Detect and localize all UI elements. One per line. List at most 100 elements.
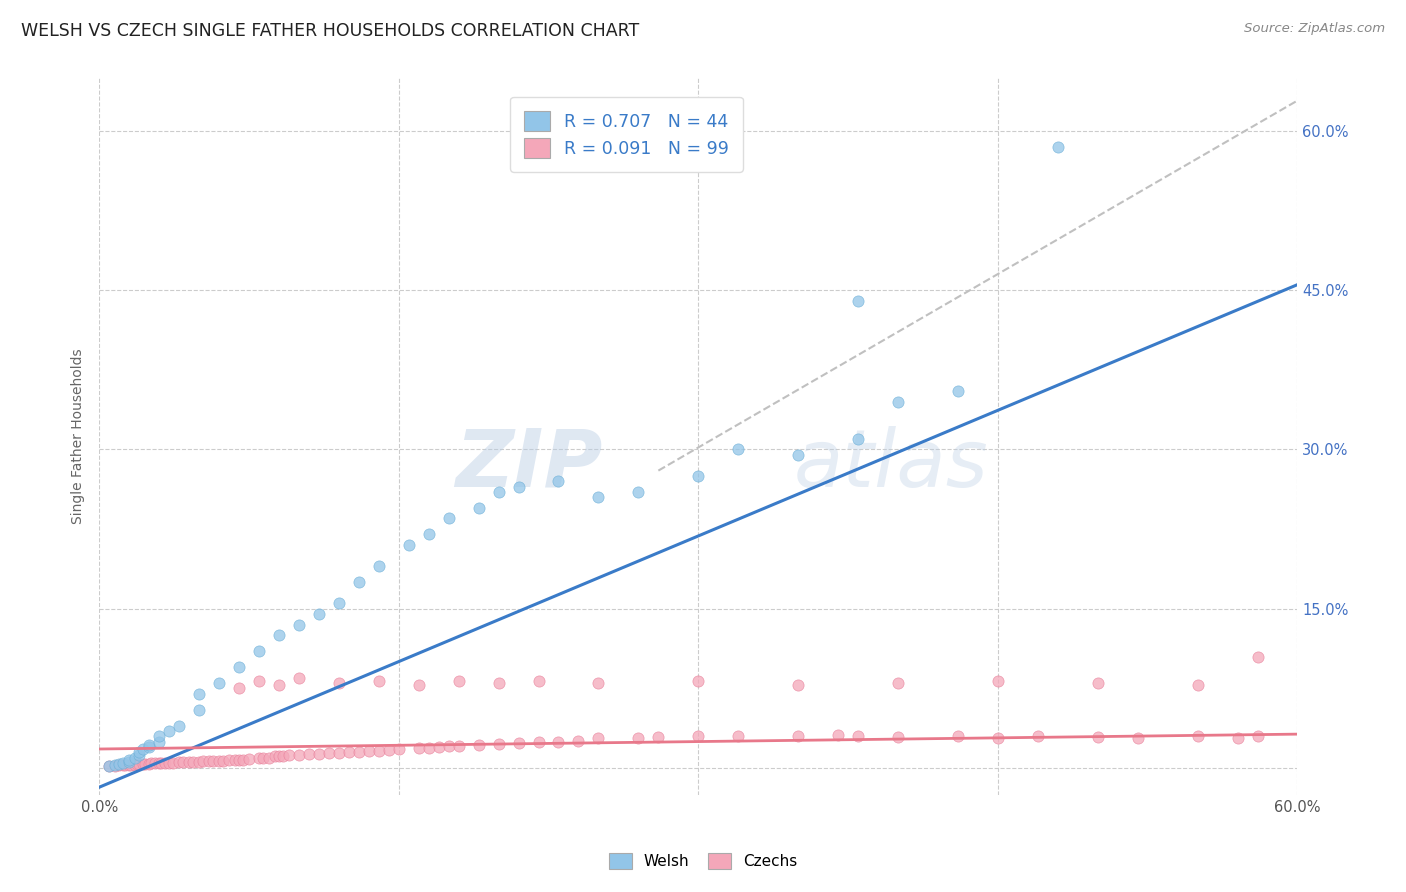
Point	[172, 755, 194, 769]
Point	[257, 750, 280, 764]
Point	[118, 755, 141, 769]
Point	[267, 628, 290, 642]
Point	[367, 559, 389, 574]
Point	[138, 756, 160, 771]
Point	[588, 731, 610, 746]
Point	[181, 755, 204, 769]
Point	[98, 759, 121, 773]
Point	[627, 484, 650, 499]
Point	[488, 737, 510, 751]
Point	[228, 681, 250, 696]
Point	[787, 678, 810, 692]
Point	[508, 479, 530, 493]
Point	[567, 733, 589, 747]
Point	[138, 738, 160, 752]
Point	[987, 731, 1010, 746]
Point	[247, 673, 270, 688]
Point	[132, 742, 155, 756]
Point	[488, 484, 510, 499]
Point	[367, 673, 389, 688]
Point	[162, 756, 184, 770]
Point	[887, 676, 910, 690]
Point	[150, 756, 173, 770]
Point	[124, 750, 146, 764]
Point	[447, 673, 470, 688]
Point	[827, 728, 849, 742]
Point	[357, 744, 380, 758]
Point	[1126, 731, 1149, 746]
Point	[288, 617, 311, 632]
Point	[218, 753, 240, 767]
Point	[132, 756, 155, 771]
Text: atlas: atlas	[794, 425, 988, 504]
Point	[688, 729, 710, 743]
Point	[148, 756, 170, 770]
Point	[328, 596, 350, 610]
Point	[139, 756, 162, 770]
Point	[228, 753, 250, 767]
Point	[288, 671, 311, 685]
Point	[527, 734, 550, 748]
Point	[104, 759, 127, 773]
Point	[1026, 729, 1049, 743]
Point	[188, 755, 211, 769]
Point	[887, 394, 910, 409]
Point	[887, 731, 910, 745]
Point	[198, 754, 221, 768]
Point	[98, 759, 121, 773]
Point	[238, 751, 260, 765]
Point	[388, 742, 411, 756]
Point	[467, 738, 489, 752]
Point	[167, 755, 190, 769]
Point	[288, 748, 311, 763]
Point	[328, 676, 350, 690]
Point	[208, 676, 231, 690]
Point	[167, 718, 190, 732]
Point	[688, 469, 710, 483]
Point	[347, 745, 370, 759]
Point	[347, 575, 370, 590]
Point	[787, 448, 810, 462]
Point	[688, 673, 710, 688]
Point	[138, 739, 160, 754]
Point	[547, 734, 569, 748]
Point	[647, 731, 669, 745]
Point	[1226, 731, 1249, 746]
Point	[946, 729, 969, 743]
Point	[108, 758, 131, 772]
Point	[727, 729, 749, 743]
Point	[177, 755, 200, 769]
Point	[408, 678, 430, 692]
Point	[124, 758, 146, 772]
Point	[1046, 139, 1069, 153]
Point	[987, 673, 1010, 688]
Point	[846, 432, 869, 446]
Point	[128, 748, 150, 763]
Point	[118, 753, 141, 767]
Point	[112, 756, 135, 770]
Text: WELSH VS CZECH SINGLE FATHER HOUSEHOLDS CORRELATION CHART: WELSH VS CZECH SINGLE FATHER HOUSEHOLDS …	[21, 22, 640, 40]
Point	[547, 474, 569, 488]
Point	[588, 490, 610, 504]
Point	[627, 731, 650, 746]
Point	[298, 747, 321, 762]
Point	[846, 293, 869, 308]
Point	[128, 756, 150, 771]
Point	[157, 756, 180, 770]
Point	[208, 754, 231, 768]
Point	[108, 756, 131, 771]
Legend: R = 0.707   N = 44, R = 0.091   N = 99: R = 0.707 N = 44, R = 0.091 N = 99	[510, 97, 742, 171]
Point	[1087, 676, 1109, 690]
Point	[328, 746, 350, 760]
Point	[264, 749, 287, 764]
Point	[212, 754, 235, 768]
Point	[588, 676, 610, 690]
Point	[846, 729, 869, 743]
Point	[267, 749, 290, 764]
Point	[447, 739, 470, 753]
Point	[946, 384, 969, 398]
Point	[271, 749, 294, 764]
Point	[508, 736, 530, 750]
Point	[318, 746, 340, 760]
Point	[157, 723, 180, 738]
